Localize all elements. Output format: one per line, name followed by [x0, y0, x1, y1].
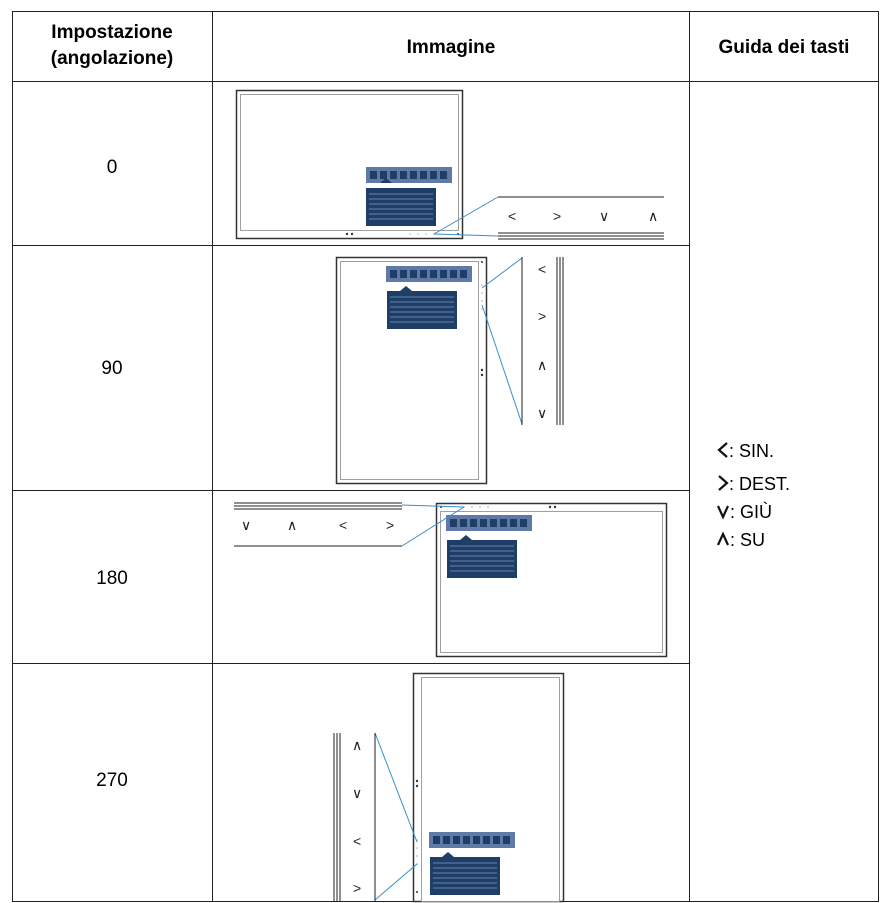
monitor-landscape-0: < > ∨ ∧ — [235, 89, 664, 240]
monitor-landscape-180: ∨ ∧ < > — [234, 502, 668, 658]
key-up-90: ∧ — [537, 357, 547, 373]
key-right-180: > — [386, 517, 394, 533]
monitor-portrait-90: < > ∧ ∨ — [335, 256, 564, 485]
legend-right-text: : DEST. — [729, 474, 790, 494]
key-up-180: ∧ — [287, 517, 297, 533]
legend-down-text: : GIÙ — [730, 501, 772, 522]
key-left-270: < — [353, 833, 361, 849]
osd-bar-icon — [386, 266, 472, 282]
legend-left-text: : SIN. — [729, 441, 774, 461]
osd-menu-icon — [429, 856, 501, 896]
header-image: Immagine — [407, 37, 496, 58]
legend-item-down: : GIÙ — [716, 501, 772, 522]
angle-0: 0 — [107, 157, 118, 178]
key-right-270: > — [353, 880, 361, 896]
osd-bar-icon — [366, 167, 452, 183]
key-legend: : SIN. : DEST. : GIÙ : SU — [716, 441, 790, 550]
legend-item-up: : SU — [716, 530, 765, 550]
osd-menu-icon — [446, 539, 518, 579]
key-up-0: ∧ — [648, 208, 658, 224]
osd-bar-icon — [429, 832, 515, 848]
key-left-180: < — [339, 517, 347, 533]
legend-up-text: : SU — [730, 530, 765, 550]
osd-menu-icon — [386, 290, 458, 330]
chevron-right-icon — [718, 475, 729, 491]
monitor-portrait-270: ∧ ∨ < > — [333, 672, 565, 903]
key-left-0: < — [508, 208, 516, 224]
header-setting-line2: (angolazione) — [51, 48, 173, 69]
key-right-90: > — [538, 308, 546, 324]
key-right-0: > — [553, 208, 561, 224]
chevron-down-icon — [716, 505, 730, 520]
angle-180: 180 — [96, 568, 128, 589]
key-down-90: ∨ — [537, 405, 547, 421]
key-down-270: ∨ — [352, 785, 362, 801]
chevron-up-icon — [716, 531, 730, 546]
osd-menu-icon — [365, 187, 437, 227]
legend-item-right: : DEST. — [718, 474, 790, 494]
osd-bar-icon — [446, 515, 532, 531]
chevron-left-icon — [717, 442, 728, 458]
key-down-0: ∨ — [599, 208, 609, 224]
angle-270: 270 — [96, 770, 128, 791]
key-left-90: < — [538, 261, 546, 277]
header-key-guide: Guida dei tasti — [719, 37, 850, 58]
key-down-180: ∨ — [241, 517, 251, 533]
legend-item-left: : SIN. — [717, 441, 774, 461]
key-up-270: ∧ — [352, 737, 362, 753]
header-setting-line1: Impostazione — [51, 22, 172, 43]
angle-90: 90 — [101, 358, 122, 379]
